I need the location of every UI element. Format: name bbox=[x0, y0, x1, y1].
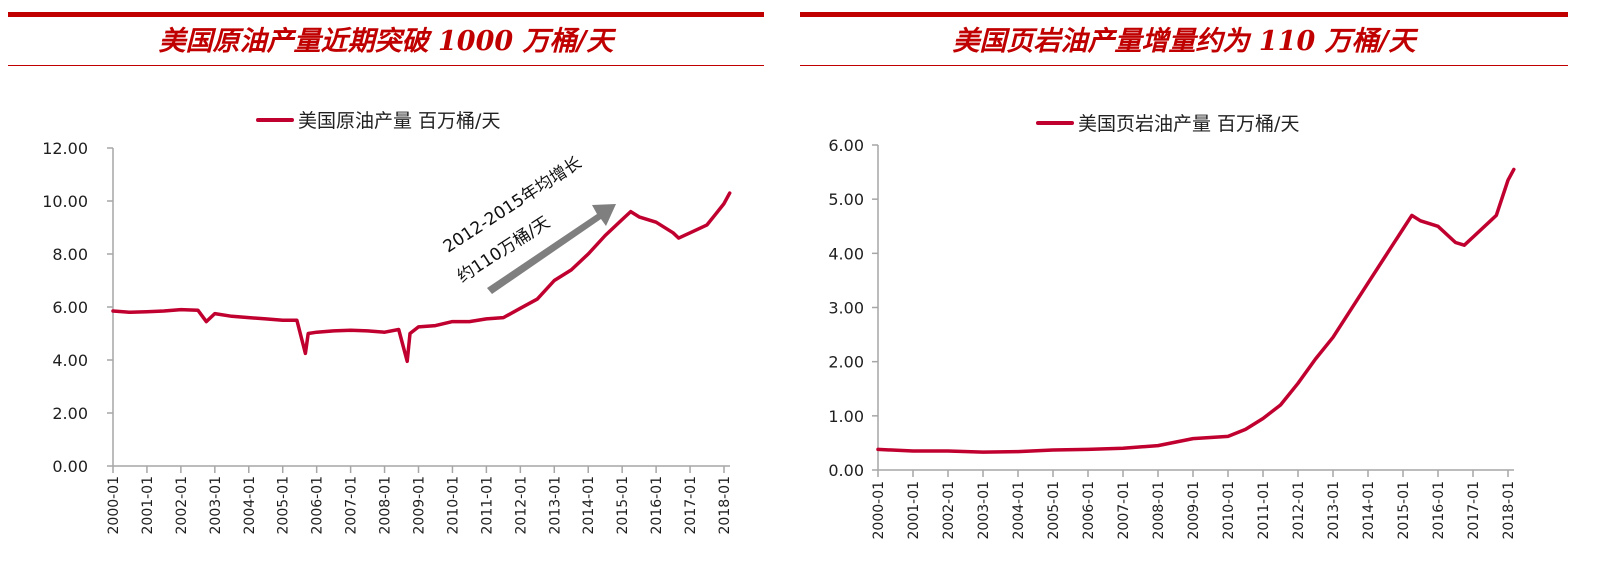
data-series-line bbox=[876, 167, 1516, 454]
arrow-icon bbox=[487, 204, 616, 294]
x-tick-label: 2013-01 bbox=[1326, 481, 1342, 540]
x-tick-label: 2004-01 bbox=[242, 476, 258, 535]
x-tick-label: 2012-01 bbox=[513, 476, 529, 535]
x-tick-label: 2011-01 bbox=[479, 476, 495, 535]
x-tick-label: 2007-01 bbox=[1116, 481, 1132, 540]
x-tick-label: 2006-01 bbox=[1081, 481, 1097, 540]
right-chart-title: 美国页岩油产量增量约为 110 万桶/天 bbox=[952, 26, 1416, 57]
x-tick-label: 2009-01 bbox=[1186, 481, 1202, 540]
x-tick-label: 2001-01 bbox=[140, 476, 156, 535]
left-legend-label: 美国原油产量 百万桶/天 bbox=[298, 110, 501, 132]
x-tick-label: 2005-01 bbox=[1046, 481, 1062, 540]
y-tick-label: 3.00 bbox=[828, 299, 864, 318]
y-tick-label: 5.00 bbox=[828, 190, 864, 209]
x-tick-label: 2004-01 bbox=[1011, 481, 1027, 540]
y-tick-label: 1.00 bbox=[828, 407, 864, 426]
x-tick-label: 2002-01 bbox=[941, 481, 957, 540]
x-tick-label: 2018-01 bbox=[717, 476, 733, 535]
left-panel: 美国原油产量近期突破 1000 万桶/天 美国原油产量 百万桶/天 12.00 1… bbox=[0, 0, 800, 585]
x-tick-label: 2000-01 bbox=[106, 476, 122, 535]
y-tick-label: 6.00 bbox=[828, 136, 864, 155]
x-tick-label: 2012-01 bbox=[1291, 481, 1307, 540]
y-tick-label: 10.00 bbox=[42, 192, 88, 211]
left-chart-plot: 12.00 10.00 8.00 6.00 4.00 2.00 0.00 2000-01 200… bbox=[42, 139, 733, 535]
y-tick-label: 4.00 bbox=[52, 351, 88, 370]
x-tick-label: 2003-01 bbox=[208, 476, 224, 535]
y-tick-label: 2.00 bbox=[828, 353, 864, 372]
x-tick-label: 2006-01 bbox=[310, 476, 326, 535]
x-tick-label: 2009-01 bbox=[412, 476, 428, 535]
x-tick-label: 2003-01 bbox=[976, 481, 992, 540]
left-legend: 美国原油产量 百万桶/天 bbox=[256, 106, 500, 133]
y-tick-label: 0.00 bbox=[52, 457, 88, 476]
x-tick-label: 2005-01 bbox=[276, 476, 292, 535]
title-top-rule bbox=[800, 12, 1568, 17]
y-tick-label: 4.00 bbox=[828, 244, 864, 263]
x-tick-label: 2015-01 bbox=[1396, 481, 1412, 540]
x-tick-label: 2013-01 bbox=[547, 476, 563, 535]
x-tick-label: 2014-01 bbox=[581, 476, 597, 535]
y-tick-label: 2.00 bbox=[52, 404, 88, 423]
title-bottom-rule bbox=[8, 65, 764, 66]
x-tick-label: 2008-01 bbox=[1151, 481, 1167, 540]
left-chart-title: 美国原油产量近期突破 1000 万桶/天 bbox=[158, 26, 614, 57]
x-tick-label: 2016-01 bbox=[1431, 481, 1447, 540]
y-tick-label: 8.00 bbox=[52, 245, 88, 264]
title-top-rule bbox=[8, 12, 764, 17]
x-tick-label: 2010-01 bbox=[1221, 481, 1237, 540]
y-tick-label: 6.00 bbox=[52, 298, 88, 317]
y-tick-label: 0.00 bbox=[828, 461, 864, 480]
x-tick-label: 2016-01 bbox=[649, 476, 665, 535]
x-tick-label: 2008-01 bbox=[378, 476, 394, 535]
x-tick-label: 2007-01 bbox=[344, 476, 360, 535]
title-bottom-rule bbox=[800, 65, 1568, 66]
x-tick-label: 2010-01 bbox=[445, 476, 461, 535]
right-legend: 美国页岩油产量 百万桶/天 bbox=[1036, 109, 1299, 136]
x-tick-label: 2018-01 bbox=[1501, 481, 1517, 540]
right-panel: 美国页岩油产量增量约为 110 万桶/天 美国页岩油产量 百万桶/天 6.00 5… bbox=[800, 0, 1602, 585]
x-tick-label: 2017-01 bbox=[683, 476, 699, 535]
x-tick-label: 2017-01 bbox=[1466, 481, 1482, 540]
x-tick-label: 2000-01 bbox=[871, 481, 887, 540]
x-tick-label: 2014-01 bbox=[1361, 481, 1377, 540]
x-tick-label: 2011-01 bbox=[1256, 481, 1272, 540]
right-chart-plot: 6.00 5.00 4.00 3.00 2.00 1.00 0.00 2000-01 2001-… bbox=[828, 136, 1517, 540]
right-legend-label: 美国页岩油产量 百万桶/天 bbox=[1078, 113, 1300, 135]
legend-line-icon bbox=[1036, 120, 1074, 125]
x-tick-label: 2002-01 bbox=[174, 476, 190, 535]
x-tick-label: 2001-01 bbox=[906, 481, 922, 540]
x-tick-label: 2015-01 bbox=[615, 476, 631, 535]
legend-line-icon bbox=[256, 117, 294, 122]
y-tick-label: 12.00 bbox=[42, 139, 88, 158]
data-series-line bbox=[111, 191, 732, 364]
